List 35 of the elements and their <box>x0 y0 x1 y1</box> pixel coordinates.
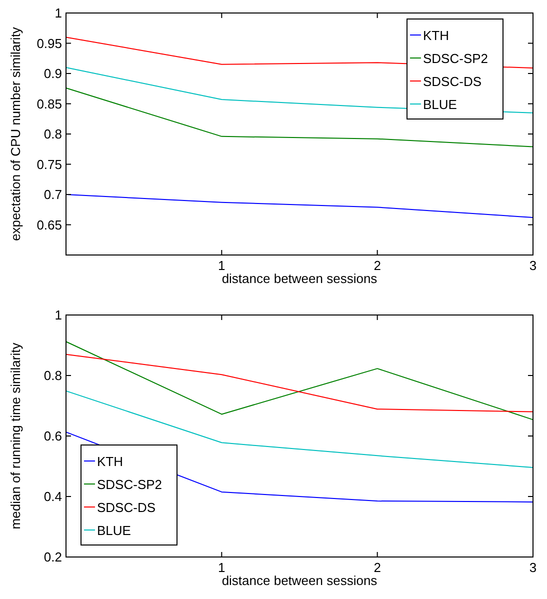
x-tick-label: 1 <box>218 560 226 575</box>
y-axis-title: median of running time similarity <box>8 342 23 530</box>
x-tick-label: 3 <box>529 258 537 273</box>
y-tick-label: 0.2 <box>44 550 62 564</box>
legend-label: BLUE <box>423 97 458 112</box>
x-axis-title: distance between sessions <box>222 271 378 286</box>
y-tick-label: 1 <box>54 6 62 20</box>
x-tick-label: 2 <box>374 560 381 575</box>
line-series <box>66 341 534 420</box>
y-tick-label: 0.6 <box>44 428 62 444</box>
legend-label: SDSC-SP2 <box>423 51 488 66</box>
y-tick-label: 0.65 <box>36 217 62 232</box>
legend-label: SDSC-DS <box>97 500 156 515</box>
y-tick-label: 0.8 <box>44 368 62 383</box>
legend-label: BLUE <box>97 523 132 538</box>
y-tick-label: 0.95 <box>36 36 62 51</box>
y-tick-label: 0.8 <box>44 126 62 142</box>
legend-label: KTH <box>423 28 449 43</box>
y-tick-label: 0.4 <box>44 489 62 504</box>
y-axis-title: expectation of CPU number similarity <box>8 26 23 241</box>
legend-label: SDSC-SP2 <box>97 477 162 492</box>
line-series <box>66 88 534 148</box>
y-tick-label: 0.85 <box>36 96 62 112</box>
x-tick-label: 2 <box>374 258 381 273</box>
x-axis-title: distance between sessions <box>222 573 378 588</box>
line-series <box>66 390 534 468</box>
x-tick-label: 1 <box>218 258 226 273</box>
line-series <box>66 354 534 412</box>
x-tick-label: 3 <box>529 560 537 575</box>
y-tick-label: 0.9 <box>44 66 62 81</box>
y-tick-label: 0.75 <box>36 156 62 172</box>
legend-label: SDSC-DS <box>423 74 482 89</box>
y-tick-label: 1 <box>54 308 62 322</box>
legend-label: KTH <box>97 454 123 469</box>
y-tick-label: 0.7 <box>44 187 62 202</box>
